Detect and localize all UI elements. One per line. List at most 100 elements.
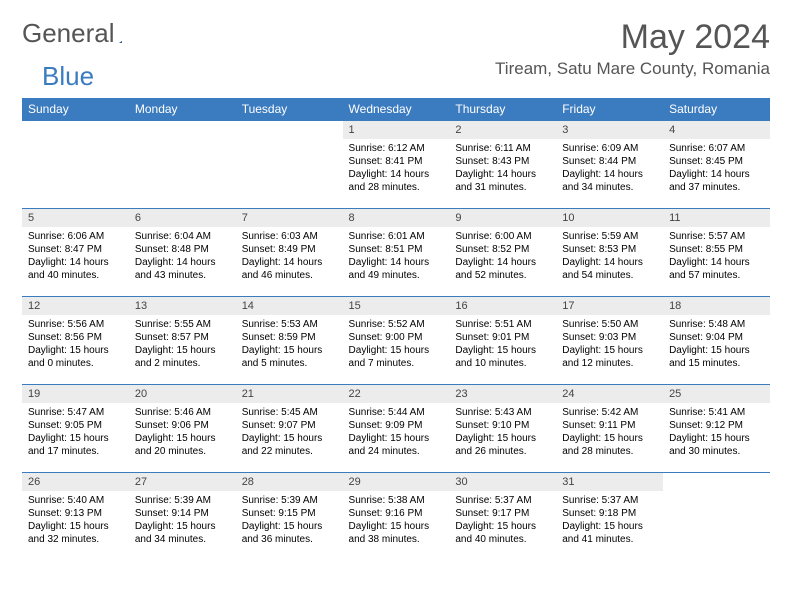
calendar-row: 19Sunrise: 5:47 AMSunset: 9:05 PMDayligh… (22, 385, 770, 473)
calendar-cell: 4Sunrise: 6:07 AMSunset: 8:45 PMDaylight… (663, 121, 770, 209)
day-number: 4 (663, 121, 770, 139)
calendar-cell: 2Sunrise: 6:11 AMSunset: 8:43 PMDaylight… (449, 121, 556, 209)
weekday-header: Friday (556, 98, 663, 121)
calendar-cell: 21Sunrise: 5:45 AMSunset: 9:07 PMDayligh… (236, 385, 343, 473)
brand-part1: General (22, 18, 115, 49)
calendar-cell: 27Sunrise: 5:39 AMSunset: 9:14 PMDayligh… (129, 473, 236, 561)
day-number: 29 (343, 473, 450, 491)
calendar-cell: 12Sunrise: 5:56 AMSunset: 8:56 PMDayligh… (22, 297, 129, 385)
calendar-cell: 26Sunrise: 5:40 AMSunset: 9:13 PMDayligh… (22, 473, 129, 561)
calendar-cell: 31Sunrise: 5:37 AMSunset: 9:18 PMDayligh… (556, 473, 663, 561)
brand-part2: Blue (42, 61, 94, 92)
calendar-cell: 18Sunrise: 5:48 AMSunset: 9:04 PMDayligh… (663, 297, 770, 385)
day-number: 16 (449, 297, 556, 315)
day-number: 28 (236, 473, 343, 491)
day-number: 1 (343, 121, 450, 139)
calendar-row: 5Sunrise: 6:06 AMSunset: 8:47 PMDaylight… (22, 209, 770, 297)
weekday-header: Wednesday (343, 98, 450, 121)
calendar-cell: 24Sunrise: 5:42 AMSunset: 9:11 PMDayligh… (556, 385, 663, 473)
day-number: 20 (129, 385, 236, 403)
day-details: Sunrise: 6:01 AMSunset: 8:51 PMDaylight:… (343, 227, 450, 285)
weekday-header: Saturday (663, 98, 770, 121)
day-number: 9 (449, 209, 556, 227)
day-number: 18 (663, 297, 770, 315)
day-details: Sunrise: 5:51 AMSunset: 9:01 PMDaylight:… (449, 315, 556, 373)
day-number: 30 (449, 473, 556, 491)
day-number: 23 (449, 385, 556, 403)
day-details: Sunrise: 5:46 AMSunset: 9:06 PMDaylight:… (129, 403, 236, 461)
day-number: 25 (663, 385, 770, 403)
day-details: Sunrise: 5:48 AMSunset: 9:04 PMDaylight:… (663, 315, 770, 373)
day-number: 12 (22, 297, 129, 315)
calendar-cell: 11Sunrise: 5:57 AMSunset: 8:55 PMDayligh… (663, 209, 770, 297)
day-number: 2 (449, 121, 556, 139)
calendar-cell: 25Sunrise: 5:41 AMSunset: 9:12 PMDayligh… (663, 385, 770, 473)
day-details: Sunrise: 5:53 AMSunset: 8:59 PMDaylight:… (236, 315, 343, 373)
calendar-cell: 28Sunrise: 5:39 AMSunset: 9:15 PMDayligh… (236, 473, 343, 561)
calendar-cell: 23Sunrise: 5:43 AMSunset: 9:10 PMDayligh… (449, 385, 556, 473)
calendar-head: SundayMondayTuesdayWednesdayThursdayFrid… (22, 98, 770, 121)
day-number: 26 (22, 473, 129, 491)
calendar-cell: 16Sunrise: 5:51 AMSunset: 9:01 PMDayligh… (449, 297, 556, 385)
day-details: Sunrise: 6:03 AMSunset: 8:49 PMDaylight:… (236, 227, 343, 285)
day-details: Sunrise: 5:39 AMSunset: 9:14 PMDaylight:… (129, 491, 236, 549)
calendar-cell: .. (129, 121, 236, 209)
month-title: May 2024 (495, 18, 770, 57)
day-details: Sunrise: 5:55 AMSunset: 8:57 PMDaylight:… (129, 315, 236, 373)
day-details: Sunrise: 6:09 AMSunset: 8:44 PMDaylight:… (556, 139, 663, 197)
calendar-cell: 15Sunrise: 5:52 AMSunset: 9:00 PMDayligh… (343, 297, 450, 385)
calendar-cell: 29Sunrise: 5:38 AMSunset: 9:16 PMDayligh… (343, 473, 450, 561)
calendar-cell: .. (663, 473, 770, 561)
calendar-cell: 1Sunrise: 6:12 AMSunset: 8:41 PMDaylight… (343, 121, 450, 209)
day-details: Sunrise: 5:43 AMSunset: 9:10 PMDaylight:… (449, 403, 556, 461)
day-details: Sunrise: 6:04 AMSunset: 8:48 PMDaylight:… (129, 227, 236, 285)
day-number: 27 (129, 473, 236, 491)
weekday-header: Monday (129, 98, 236, 121)
calendar-cell: .. (22, 121, 129, 209)
calendar-cell: 6Sunrise: 6:04 AMSunset: 8:48 PMDaylight… (129, 209, 236, 297)
day-details: Sunrise: 5:41 AMSunset: 9:12 PMDaylight:… (663, 403, 770, 461)
calendar-cell: 20Sunrise: 5:46 AMSunset: 9:06 PMDayligh… (129, 385, 236, 473)
calendar-cell: 8Sunrise: 6:01 AMSunset: 8:51 PMDaylight… (343, 209, 450, 297)
weekday-header: Sunday (22, 98, 129, 121)
calendar-body: ......1Sunrise: 6:12 AMSunset: 8:41 PMDa… (22, 121, 770, 561)
calendar-row: ......1Sunrise: 6:12 AMSunset: 8:41 PMDa… (22, 121, 770, 209)
day-number: 8 (343, 209, 450, 227)
day-number: 31 (556, 473, 663, 491)
day-details: Sunrise: 5:37 AMSunset: 9:18 PMDaylight:… (556, 491, 663, 549)
day-number: 17 (556, 297, 663, 315)
calendar-cell: .. (236, 121, 343, 209)
day-details: Sunrise: 5:59 AMSunset: 8:53 PMDaylight:… (556, 227, 663, 285)
day-number: 10 (556, 209, 663, 227)
day-number: 24 (556, 385, 663, 403)
calendar-table: SundayMondayTuesdayWednesdayThursdayFrid… (22, 98, 770, 561)
calendar-cell: 22Sunrise: 5:44 AMSunset: 9:09 PMDayligh… (343, 385, 450, 473)
day-details: Sunrise: 5:44 AMSunset: 9:09 PMDaylight:… (343, 403, 450, 461)
calendar-row: 12Sunrise: 5:56 AMSunset: 8:56 PMDayligh… (22, 297, 770, 385)
calendar-row: 26Sunrise: 5:40 AMSunset: 9:13 PMDayligh… (22, 473, 770, 561)
day-details: Sunrise: 5:52 AMSunset: 9:00 PMDaylight:… (343, 315, 450, 373)
calendar-cell: 17Sunrise: 5:50 AMSunset: 9:03 PMDayligh… (556, 297, 663, 385)
calendar-cell: 5Sunrise: 6:06 AMSunset: 8:47 PMDaylight… (22, 209, 129, 297)
calendar-cell: 30Sunrise: 5:37 AMSunset: 9:17 PMDayligh… (449, 473, 556, 561)
calendar-cell: 9Sunrise: 6:00 AMSunset: 8:52 PMDaylight… (449, 209, 556, 297)
calendar-cell: 3Sunrise: 6:09 AMSunset: 8:44 PMDaylight… (556, 121, 663, 209)
day-details: Sunrise: 5:56 AMSunset: 8:56 PMDaylight:… (22, 315, 129, 373)
day-details: Sunrise: 5:38 AMSunset: 9:16 PMDaylight:… (343, 491, 450, 549)
calendar-cell: 13Sunrise: 5:55 AMSunset: 8:57 PMDayligh… (129, 297, 236, 385)
day-details: Sunrise: 5:57 AMSunset: 8:55 PMDaylight:… (663, 227, 770, 285)
day-details: Sunrise: 5:39 AMSunset: 9:15 PMDaylight:… (236, 491, 343, 549)
day-number: 15 (343, 297, 450, 315)
day-number: 21 (236, 385, 343, 403)
day-number: 22 (343, 385, 450, 403)
day-details: Sunrise: 5:50 AMSunset: 9:03 PMDaylight:… (556, 315, 663, 373)
day-details: Sunrise: 5:37 AMSunset: 9:17 PMDaylight:… (449, 491, 556, 549)
day-details: Sunrise: 6:00 AMSunset: 8:52 PMDaylight:… (449, 227, 556, 285)
calendar-cell: 10Sunrise: 5:59 AMSunset: 8:53 PMDayligh… (556, 209, 663, 297)
location: Tiream, Satu Mare County, Romania (495, 59, 770, 79)
day-number: 14 (236, 297, 343, 315)
day-number: 13 (129, 297, 236, 315)
day-number: 5 (22, 209, 129, 227)
day-details: Sunrise: 6:06 AMSunset: 8:47 PMDaylight:… (22, 227, 129, 285)
day-number: 19 (22, 385, 129, 403)
